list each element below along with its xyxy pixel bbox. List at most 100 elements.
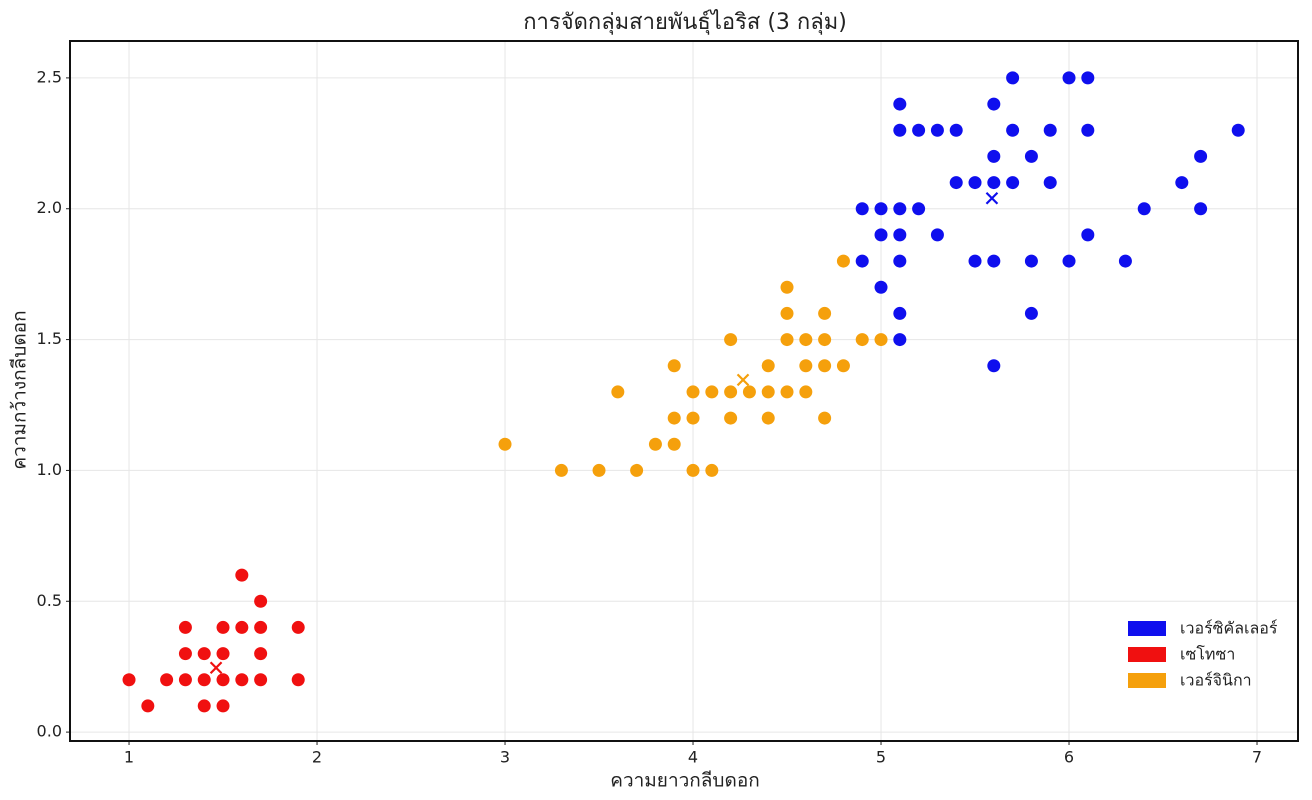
point bbox=[1062, 254, 1076, 268]
point bbox=[178, 673, 192, 687]
point bbox=[912, 123, 926, 137]
point bbox=[197, 699, 211, 713]
point bbox=[780, 385, 794, 399]
y-tick-label: 2.5 bbox=[37, 67, 62, 86]
point bbox=[705, 385, 719, 399]
point bbox=[930, 228, 944, 242]
point bbox=[291, 673, 305, 687]
point bbox=[1081, 123, 1095, 137]
point bbox=[1081, 71, 1095, 85]
point bbox=[122, 673, 136, 687]
y-tick-label: 0.5 bbox=[37, 591, 62, 610]
point bbox=[216, 673, 230, 687]
point bbox=[818, 333, 832, 347]
point bbox=[667, 359, 681, 373]
point bbox=[1024, 306, 1038, 320]
y-tick-label: 1.5 bbox=[37, 329, 62, 348]
point bbox=[874, 280, 888, 294]
centroid bbox=[736, 373, 750, 387]
point bbox=[968, 176, 982, 190]
point bbox=[141, 699, 155, 713]
point bbox=[987, 149, 1001, 163]
point bbox=[498, 437, 512, 451]
x-tick-label: 1 bbox=[124, 748, 134, 767]
point bbox=[949, 176, 963, 190]
point bbox=[254, 594, 268, 608]
y-axis-label: ความกว้างกลีบดอก bbox=[9, 310, 31, 469]
x-tick-label: 3 bbox=[500, 748, 510, 767]
legend-swatch bbox=[1128, 647, 1166, 662]
point bbox=[1175, 176, 1189, 190]
point bbox=[780, 280, 794, 294]
point bbox=[855, 202, 869, 216]
point bbox=[705, 463, 719, 477]
legend-swatch bbox=[1128, 673, 1166, 688]
chart-title: การจัดกลุ่มสายพันธุ์ไอริส (3 กลุ่ม) bbox=[523, 9, 847, 35]
point bbox=[818, 411, 832, 425]
legend-label: เวอร์จินิกา bbox=[1180, 671, 1252, 690]
point bbox=[761, 359, 775, 373]
point bbox=[216, 699, 230, 713]
point bbox=[1006, 71, 1020, 85]
point bbox=[930, 123, 944, 137]
point bbox=[160, 673, 174, 687]
centroid bbox=[985, 191, 999, 205]
point bbox=[893, 306, 907, 320]
point bbox=[987, 254, 1001, 268]
point bbox=[1062, 71, 1076, 85]
point bbox=[1081, 228, 1095, 242]
point bbox=[686, 385, 700, 399]
point bbox=[1118, 254, 1132, 268]
point bbox=[987, 97, 1001, 111]
x-tick-label: 7 bbox=[1252, 748, 1262, 767]
legend-label: เวอร์ซิคัลเลอร์ bbox=[1180, 619, 1278, 638]
point bbox=[1006, 176, 1020, 190]
point bbox=[836, 359, 850, 373]
point bbox=[724, 333, 738, 347]
point bbox=[686, 463, 700, 477]
point bbox=[874, 333, 888, 347]
x-tick-label: 4 bbox=[688, 748, 698, 767]
point bbox=[1194, 202, 1208, 216]
x-tick-label: 5 bbox=[876, 748, 886, 767]
point bbox=[893, 228, 907, 242]
point bbox=[912, 202, 926, 216]
point bbox=[780, 306, 794, 320]
point bbox=[818, 359, 832, 373]
point bbox=[1024, 254, 1038, 268]
point bbox=[968, 254, 982, 268]
point bbox=[893, 333, 907, 347]
point bbox=[799, 359, 813, 373]
point bbox=[235, 568, 249, 582]
point bbox=[254, 673, 268, 687]
point bbox=[893, 202, 907, 216]
point bbox=[724, 385, 738, 399]
point bbox=[291, 620, 305, 634]
point bbox=[235, 673, 249, 687]
point bbox=[799, 385, 813, 399]
point bbox=[592, 463, 606, 477]
point bbox=[1231, 123, 1245, 137]
point bbox=[780, 333, 794, 347]
point bbox=[197, 673, 211, 687]
point bbox=[178, 620, 192, 634]
point bbox=[178, 647, 192, 661]
point bbox=[855, 333, 869, 347]
point bbox=[874, 228, 888, 242]
plot-frame bbox=[69, 40, 1299, 742]
point bbox=[893, 254, 907, 268]
point bbox=[197, 647, 211, 661]
point bbox=[836, 254, 850, 268]
y-tick-label: 0.0 bbox=[37, 722, 62, 741]
point bbox=[987, 359, 1001, 373]
point bbox=[987, 176, 1001, 190]
point bbox=[1024, 149, 1038, 163]
point bbox=[686, 411, 700, 425]
x-axis-label: ความยาวกลีบดอก bbox=[610, 770, 760, 792]
centroid bbox=[209, 661, 223, 675]
point bbox=[799, 333, 813, 347]
legend-label: เซโทซา bbox=[1180, 645, 1235, 664]
point bbox=[254, 620, 268, 634]
